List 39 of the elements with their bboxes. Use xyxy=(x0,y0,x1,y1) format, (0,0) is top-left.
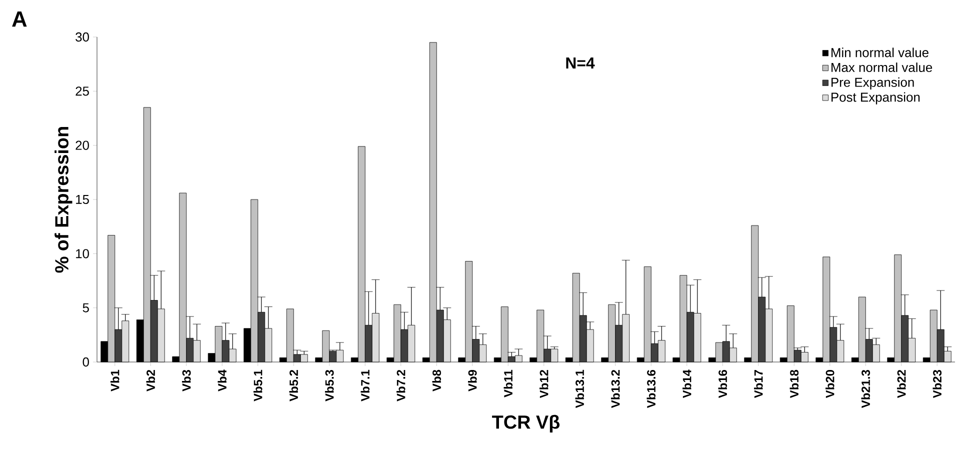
x-tick-label: Vb13.2 xyxy=(610,370,620,408)
text: A xyxy=(12,12,27,27)
x-tick-label: Vb7.1 xyxy=(360,370,370,402)
x-tick-label: Vb20 xyxy=(826,370,834,398)
x-tick-label: Vb5.2 xyxy=(289,370,298,402)
x-tick-label: Vb14 xyxy=(682,370,692,398)
x-tick-label: Vb4 xyxy=(218,370,227,392)
x-tick-label: Vb21.3 xyxy=(861,370,870,408)
legend-label: Pre Expansion xyxy=(832,77,914,90)
y-tick-label: 25 xyxy=(76,86,89,96)
x-tick-label: Vb18 xyxy=(790,370,799,398)
x-tick-label: Vb5.3 xyxy=(324,370,334,402)
x-tick-label: Vb3 xyxy=(182,370,191,392)
x-tick-label: Vb17 xyxy=(754,370,763,398)
x-tick-label: Vb1 xyxy=(110,370,120,392)
y-tick-label: 10 xyxy=(76,249,89,258)
annotation: N=4 xyxy=(566,58,595,68)
legend-label: Max normal value xyxy=(832,62,932,72)
x-tick-label: Vb16 xyxy=(718,370,728,398)
y-axis-title: % of Expression xyxy=(54,127,72,273)
y-tick-label: 0 xyxy=(82,357,89,367)
x-tick-label: Vb9 xyxy=(468,370,477,392)
x-tick-label: Vb8 xyxy=(432,370,442,392)
x-tick-label: Vb13.1 xyxy=(575,370,584,408)
legend-label: Post Expansion xyxy=(832,92,920,104)
y-tick-label: 15 xyxy=(76,194,89,204)
x-tick-label: Vb12 xyxy=(539,370,548,398)
y-tick-label: 30 xyxy=(76,32,89,42)
x-tick-label: Vb11 xyxy=(504,370,513,398)
y-tick-label: 5 xyxy=(82,303,89,312)
y-tick-label: 20 xyxy=(76,140,89,150)
x-tick-label: Vb13.6 xyxy=(646,370,656,408)
x-tick-label: Vb23 xyxy=(932,370,942,398)
x-tick-label: Vb5.1 xyxy=(253,370,262,402)
x-tick-label: Vb7.2 xyxy=(396,370,406,402)
x-tick-label: Vb22 xyxy=(897,370,906,398)
x-tick-label: Vb2 xyxy=(146,370,156,392)
x-axis-title: TCR Vβ xyxy=(492,414,560,433)
legend-label: Min normal value xyxy=(832,48,928,58)
